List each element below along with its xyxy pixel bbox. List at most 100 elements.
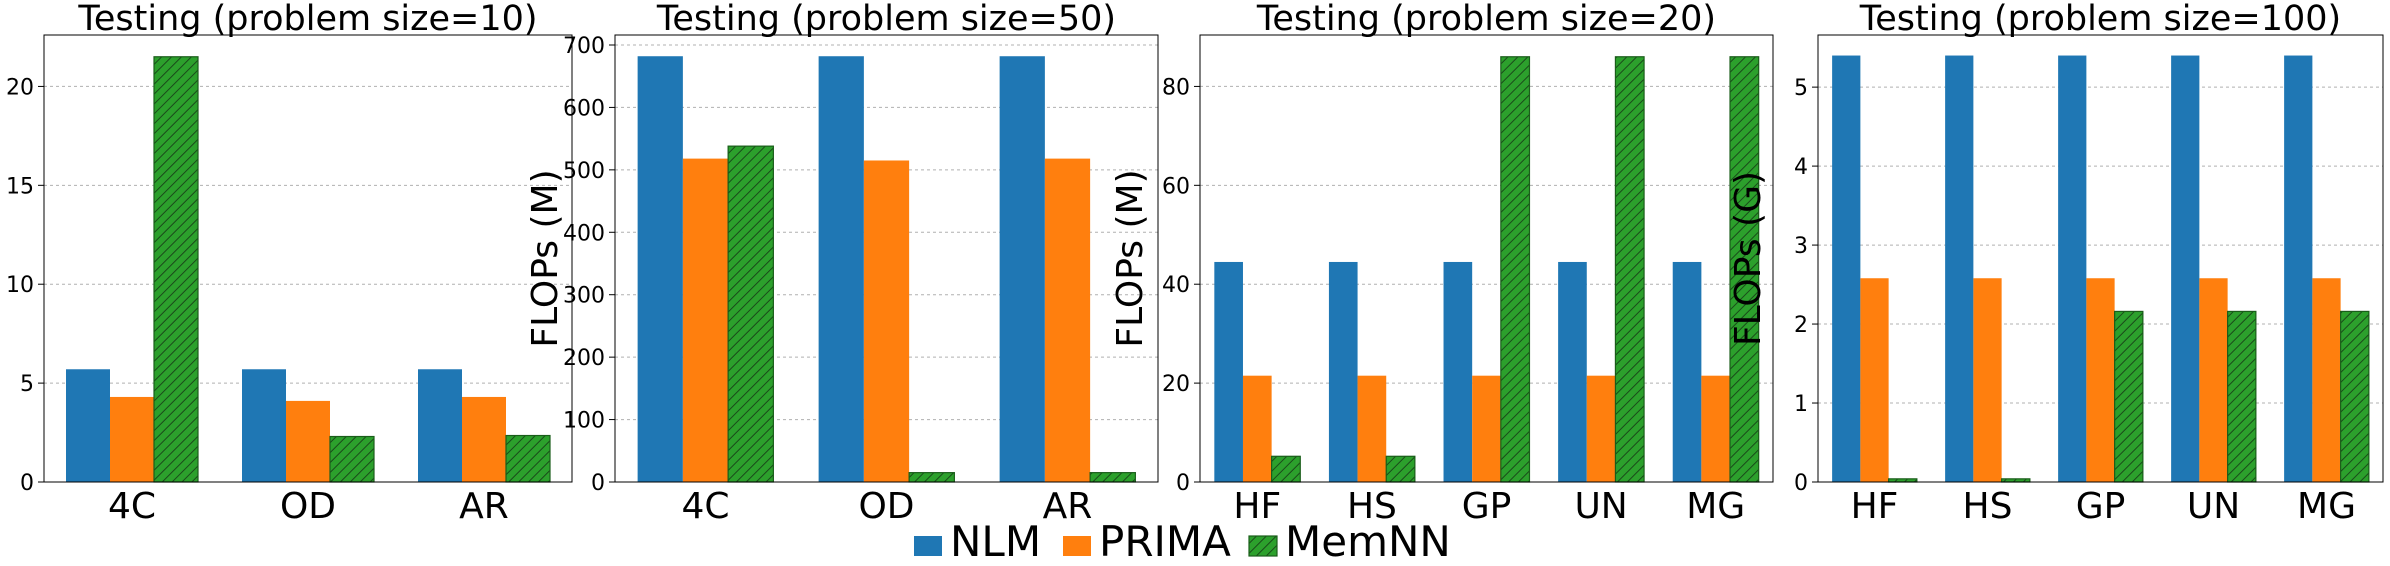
bar-prima-4c <box>682 158 729 482</box>
y-axis-label: FLOPs (G) <box>1728 171 1769 346</box>
bar-memnn-gp <box>1500 56 1531 483</box>
y-tick-label: 15 <box>6 174 34 199</box>
chart-panel-3: 0 20 40 60 80 HF HS GP UN MG Testing (problem size… <box>1110 0 1774 527</box>
bar-memnn-4c <box>153 56 199 483</box>
chart-panel-4: 0 1 2 3 4 5 HF HS GP UN MG Testing (problem size=10… <box>1728 0 2384 527</box>
y-tick-label: 0 <box>20 471 34 496</box>
bar-nlm-mg <box>2284 55 2313 482</box>
bar-prima-od <box>863 160 910 483</box>
bar-prima-mg <box>1701 375 1731 482</box>
legend: NLM PRIMA MemNN <box>914 517 1451 566</box>
y-tick-label: 300 <box>563 284 605 309</box>
bar-memnn-hf <box>1271 455 1301 483</box>
legend-swatch-memnn <box>1248 535 1278 557</box>
bar-nlm-un <box>1558 261 1587 482</box>
bar-prima-hf <box>1242 375 1272 482</box>
bar-nlm-hs <box>1945 55 1974 482</box>
bar-nlm-4c <box>637 56 683 482</box>
y-tick-label: 80 <box>1162 75 1190 100</box>
y-tick-label: 5 <box>1794 76 1808 101</box>
bar-prima-ar <box>1044 158 1091 482</box>
legend-label: PRIMA <box>1099 517 1231 566</box>
legend-item-nlm: NLM <box>914 517 1041 566</box>
bar-nlm-gp <box>1443 261 1473 482</box>
bar-memnn-mg <box>1729 56 1760 483</box>
y-tick-label: 0 <box>591 471 605 496</box>
bar-nlm-od <box>242 369 286 482</box>
x-tick-label: OD <box>280 486 336 527</box>
legend-swatch-prima <box>1063 536 1091 556</box>
bar-nlm-un <box>2171 55 2200 482</box>
bar-prima-gp <box>1472 375 1501 482</box>
bar-memnn-ar <box>505 434 551 483</box>
x-tick-label: OD <box>858 486 914 527</box>
bar-nlm-ar <box>999 56 1045 482</box>
bar-memnn-hs <box>1385 455 1416 483</box>
x-tick-label: GP <box>1462 486 1512 527</box>
chart-title: Testing (problem size=100) <box>1859 0 2341 39</box>
bar-memnn-od <box>329 435 375 483</box>
x-tick-label: MG <box>2297 486 2356 527</box>
y-tick-label: 20 <box>6 75 34 100</box>
y-tick-label: 2 <box>1794 313 1808 338</box>
x-tick-label: HF <box>1851 486 1899 527</box>
bar-nlm-mg <box>1672 261 1702 482</box>
legend-swatch-nlm <box>914 536 942 556</box>
x-tick-label: HF <box>1233 486 1281 527</box>
y-tick-label: 1 <box>1794 392 1808 417</box>
bar-memnn-un <box>2227 310 2257 483</box>
bar-prima-hs <box>1357 375 1387 482</box>
legend-item-prima: PRIMA <box>1063 517 1231 566</box>
bar-nlm-ar <box>418 369 462 482</box>
x-tick-label: 4C <box>681 486 729 527</box>
chart-panel-1: 0 5 10 15 20 4C OD AR Testing (problem size=10) F… <box>6 0 573 527</box>
plot-frame <box>1199 34 1774 483</box>
bar-nlm-hf <box>1832 55 1861 482</box>
bar-prima-od <box>286 400 330 482</box>
chart-title: Testing (problem size=50) <box>656 0 1116 39</box>
x-tick-label: UN <box>2187 486 2240 527</box>
bar-memnn-mg <box>2340 310 2370 483</box>
y-tick-label: 5 <box>20 372 34 397</box>
y-tick-label: 600 <box>563 96 605 121</box>
y-tick-label: 3 <box>1794 234 1808 259</box>
bar-prima-un <box>1586 375 1616 482</box>
bar-nlm-gp <box>2058 55 2087 482</box>
y-tick-label: 10 <box>6 273 34 298</box>
x-tick-label: HS <box>1347 486 1397 527</box>
x-tick-label: AR <box>1043 486 1093 527</box>
bar-prima-mg <box>2312 278 2341 482</box>
bar-memnn-ar <box>1089 472 1136 483</box>
bar-memnn-gp <box>2114 310 2144 483</box>
y-axis-label: FLOPs (M) <box>525 169 566 347</box>
y-tick-label: 200 <box>563 346 605 371</box>
x-tick-label: HS <box>1963 486 2013 527</box>
y-tick-label: 500 <box>563 159 605 184</box>
y-tick-label: 40 <box>1162 273 1190 298</box>
bar-nlm-hs <box>1328 261 1358 482</box>
x-tick-label: MG <box>1686 486 1745 527</box>
y-tick-label: 400 <box>563 221 605 246</box>
x-tick-label: 4C <box>108 486 156 527</box>
y-tick-label: 0 <box>1176 471 1190 496</box>
chart-panel-2: 0 100 200 300 400 500 600 700 4C OD AR Testing (pro… <box>525 0 1159 527</box>
plot-frame <box>614 34 1159 483</box>
y-tick-label: 60 <box>1162 174 1190 199</box>
bar-prima-un <box>2199 278 2228 482</box>
y-tick-label: 0 <box>1794 471 1808 496</box>
y-tick-label: 100 <box>563 409 605 434</box>
y-tick-label: 20 <box>1162 372 1190 397</box>
bar-prima-gp <box>2086 278 2115 482</box>
bar-memnn-4c <box>727 145 774 483</box>
x-tick-label: UN <box>1574 486 1627 527</box>
x-tick-label: GP <box>2076 486 2126 527</box>
chart-title: Testing (problem size=20) <box>1256 0 1716 39</box>
bar-memnn-od <box>908 472 955 483</box>
legend-item-memnn: MemNN <box>1248 517 1451 566</box>
plot-frame <box>1817 34 2384 483</box>
bar-nlm-4c <box>66 369 110 482</box>
legend-label: MemNN <box>1285 517 1451 566</box>
bar-prima-4c <box>110 396 154 482</box>
bar-prima-hf <box>1860 278 1889 482</box>
